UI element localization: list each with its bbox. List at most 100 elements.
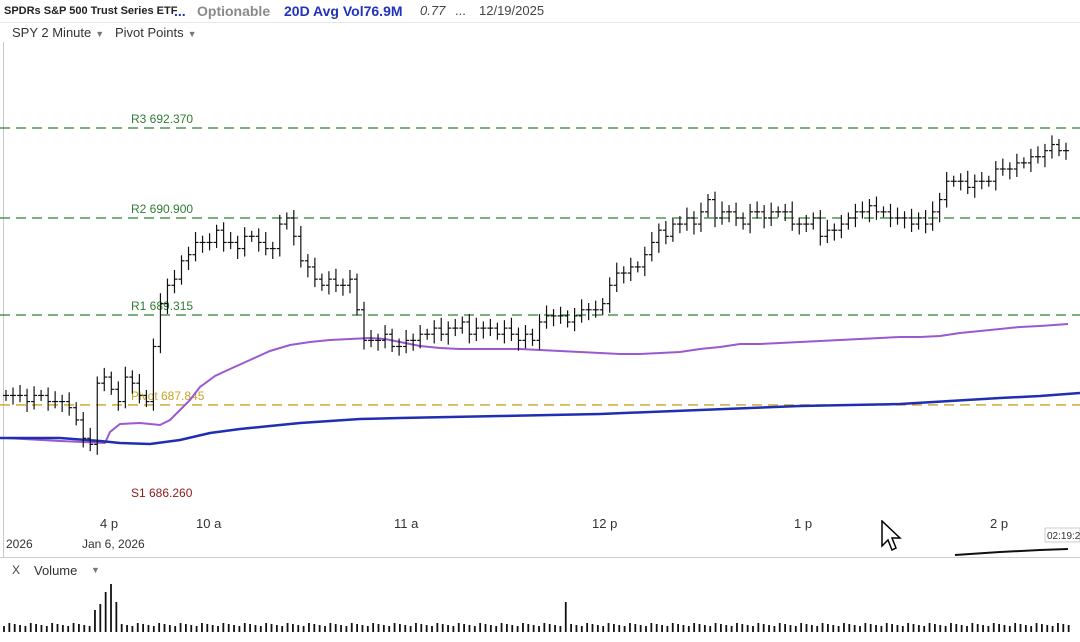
study-dropdown[interactable]: Pivot Points ▼	[115, 25, 197, 40]
price-bar	[768, 202, 775, 226]
price-bar	[297, 225, 304, 268]
price-bar	[740, 212, 747, 230]
price-bar	[775, 206, 782, 218]
price-bar	[908, 208, 915, 233]
price-bar	[796, 217, 803, 235]
price-bar	[304, 254, 311, 278]
price-bar	[634, 261, 641, 273]
price-bar	[185, 246, 192, 270]
price-bar	[227, 232, 234, 250]
mouse-cursor-icon	[881, 520, 902, 552]
more-menu-dots-2[interactable]: ...	[455, 3, 466, 18]
price-bar	[199, 235, 206, 253]
price-bar	[536, 314, 543, 350]
price-bar	[325, 271, 332, 295]
price-bar	[522, 325, 529, 349]
chart-left-border	[3, 42, 4, 562]
price-bar	[396, 338, 403, 356]
symbol-interval-dropdown[interactable]: SPY 2 Minute ▼	[12, 25, 104, 40]
price-bar	[606, 277, 613, 313]
price-bar	[424, 328, 431, 340]
price-bar	[557, 306, 564, 324]
price-bar	[1034, 146, 1041, 164]
volume-bars-panel	[3, 584, 1070, 632]
price-bar	[17, 385, 24, 403]
chevron-down-icon[interactable]: ▼	[91, 565, 100, 575]
slow-moving-average-line	[0, 391, 1080, 446]
price-bar	[10, 387, 17, 405]
pivot-label: R3 692.370	[131, 112, 193, 126]
price-bar	[1048, 135, 1055, 159]
price-bar	[157, 293, 164, 354]
price-bar	[1006, 162, 1013, 180]
price-bar	[52, 391, 59, 409]
price-bar	[543, 305, 550, 329]
pivot-label: S1 686.260	[131, 486, 193, 500]
price-bar	[817, 210, 824, 246]
price-bar	[346, 269, 353, 294]
price-bar	[501, 320, 508, 344]
price-bar	[248, 230, 255, 242]
price-bar	[87, 427, 94, 452]
more-menu-dots[interactable]: ...	[174, 3, 186, 19]
price-bar	[276, 214, 283, 257]
price-bar	[115, 381, 122, 411]
price-bar	[929, 201, 936, 231]
price-bar	[234, 235, 241, 259]
price-bar	[452, 318, 459, 337]
price-bar	[810, 212, 817, 230]
study-label: Pivot Points	[115, 25, 184, 40]
symbol-interval-label: SPY 2 Minute	[12, 25, 92, 40]
price-bar	[129, 370, 136, 394]
quote-header: SPDRs S&P 500 Trust Series ETF ... Optio…	[0, 0, 1080, 23]
price-bar	[943, 172, 950, 208]
price-bar	[992, 161, 999, 191]
volume-label: Volume	[34, 563, 78, 578]
price-bar	[382, 325, 389, 349]
price-bar	[241, 227, 248, 257]
price-bar	[332, 268, 339, 293]
price-bar	[269, 241, 276, 259]
close-volume-button[interactable]: X	[12, 563, 21, 577]
price-bar	[206, 233, 213, 251]
time-tick-label: 11 a	[394, 516, 419, 531]
price-bar	[620, 266, 627, 284]
price-bar	[403, 329, 410, 354]
price-bar	[641, 246, 648, 277]
time-readout-box	[1044, 527, 1080, 543]
price-bar	[922, 210, 929, 234]
price-bar	[136, 374, 143, 404]
price-bar	[1055, 139, 1062, 157]
price-bar	[719, 201, 726, 225]
price-bar	[431, 320, 438, 344]
time-tick-label: 12 p	[592, 516, 617, 531]
price-bar	[662, 221, 669, 245]
price-bar	[866, 198, 873, 223]
price-bar	[845, 212, 852, 230]
price-bar	[1027, 148, 1034, 173]
price-bar	[108, 371, 115, 395]
price-bar	[45, 387, 52, 411]
price-bar	[747, 203, 754, 234]
price-bar	[901, 211, 908, 229]
price-bar	[290, 210, 297, 246]
price-bar	[31, 386, 38, 410]
price-bar	[690, 211, 697, 235]
volume-bars	[3, 584, 1070, 632]
time-tick-label: 10 a	[196, 516, 222, 531]
price-bar	[283, 212, 290, 230]
price-bar	[1020, 157, 1027, 169]
time-readout: 02:19:2	[1047, 531, 1080, 542]
price-bar	[508, 317, 515, 341]
price-bar	[550, 309, 557, 327]
price-bars	[3, 135, 1069, 455]
price-bar	[445, 321, 452, 345]
price-bar	[627, 257, 634, 281]
price-bar	[480, 321, 487, 339]
price-chart[interactable]: R3 692.370 R2 690.900 R1 689.315 Pivot 687.…	[0, 42, 1080, 557]
change-value: 0.77	[420, 3, 446, 18]
price-bar	[880, 206, 887, 218]
price-bar	[592, 300, 599, 318]
price-bar	[150, 338, 157, 411]
date-label: Jan 6, 2026	[82, 537, 145, 551]
